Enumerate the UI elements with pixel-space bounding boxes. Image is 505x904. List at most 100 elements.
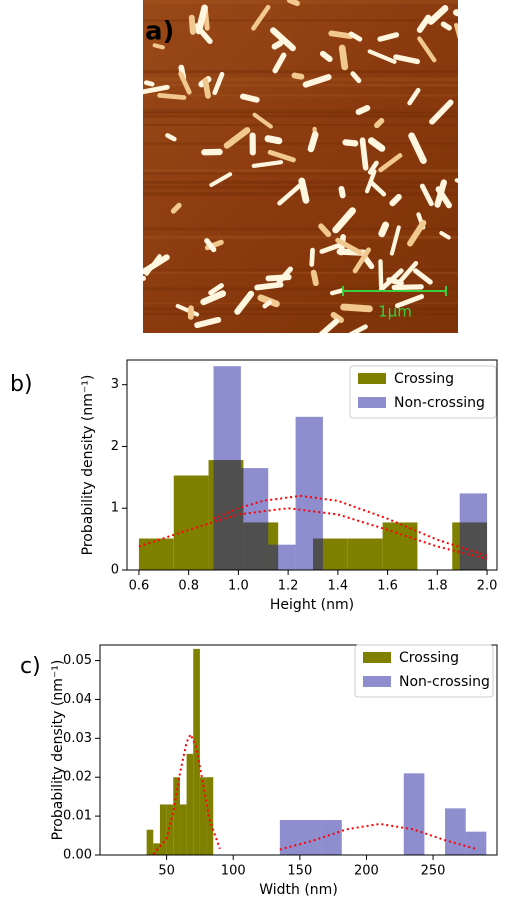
histogram-bar [180, 804, 187, 855]
afm-fiber [167, 135, 174, 139]
x-tick-label: 200 [354, 864, 379, 879]
legend-label: Crossing [399, 650, 459, 666]
afm-fiber [363, 140, 366, 167]
afm-fiber [268, 277, 288, 278]
afm-fiber [160, 95, 184, 97]
afm-fiber [382, 225, 386, 234]
legend-swatch [363, 652, 391, 663]
histogram-bar [466, 832, 487, 855]
legend-swatch [363, 676, 391, 687]
afm-fiber [243, 97, 257, 100]
afm-fiber [323, 54, 330, 59]
x-tick-label: 0.8 [178, 579, 199, 594]
y-tick-label: 0.05 [63, 653, 92, 668]
histogram-bar [300, 820, 321, 855]
afm-background [143, 0, 458, 333]
afm-fiber [345, 142, 355, 143]
panel-label: b) [10, 372, 33, 397]
afm-stripe [143, 124, 458, 126]
afm-fiber [265, 302, 270, 306]
afm-fiber [290, 0, 297, 3]
afm-stripe [143, 115, 458, 118]
afm-fiber [205, 81, 208, 96]
afm-fiber [457, 180, 472, 187]
afm-fiber [331, 33, 350, 36]
afm-fiber [268, 139, 279, 141]
afm-stripe [143, 228, 458, 230]
afm-stripe [143, 70, 458, 73]
afm-stripe [143, 192, 458, 196]
y-tick-label: 2 [111, 439, 119, 454]
histogram-bar [200, 777, 207, 855]
legend-label: Crossing [394, 371, 454, 387]
histogram-bar [445, 808, 466, 855]
afm-stripe [143, 0, 458, 4]
x-axis-label: Width (nm) [259, 882, 338, 898]
x-tick-label: 100 [221, 864, 246, 879]
afm-fiber [443, 24, 449, 28]
afm-fiber [380, 261, 381, 286]
y-tick-label: 1 [111, 501, 119, 516]
afm-stripe [143, 94, 458, 96]
histogram-bar [214, 366, 241, 570]
afm-fiber [311, 135, 315, 149]
x-tick-label: 1.6 [377, 579, 398, 594]
legend-swatch [358, 373, 386, 384]
afm-fiber [456, 12, 468, 16]
y-tick-label: 0.04 [63, 692, 92, 707]
afm-stripe [143, 143, 458, 145]
x-tick-label: 1.0 [228, 579, 249, 594]
afm-fiber [344, 307, 370, 309]
afm-fiber [359, 108, 368, 112]
afm-fiber [312, 250, 313, 264]
histogram-bar [280, 820, 301, 855]
histogram-bar [167, 804, 174, 855]
y-axis-label: Probability density (nm⁻¹) [80, 375, 96, 556]
panel-label: c) [20, 654, 41, 679]
y-tick-label: 0.01 [63, 809, 92, 824]
x-tick-label: 0.6 [129, 579, 150, 594]
y-axis-label: Probability density (nm⁻¹) [50, 660, 66, 841]
histogram-bar [296, 417, 323, 570]
afm-fiber [389, 280, 401, 283]
scale-bar-label: 1µm [378, 303, 412, 321]
x-tick-label: 1.2 [278, 579, 299, 594]
histogram-bar [207, 777, 214, 855]
panel-label: a) [145, 17, 174, 47]
histogram-bar [174, 476, 209, 571]
afm-fiber [342, 48, 345, 67]
legend-label: Non-crossing [394, 395, 485, 411]
afm-fiber [377, 121, 382, 126]
legend-swatch [358, 397, 386, 408]
afm-stripe [143, 172, 458, 175]
afm-fiber [394, 287, 421, 288]
afm-fiber [314, 273, 316, 283]
afm-fiber [275, 43, 281, 46]
y-tick-label: 0.03 [63, 731, 92, 746]
y-tick-label: 0 [111, 563, 119, 578]
x-axis-label: Height (nm) [270, 597, 354, 613]
histogram-bar [160, 804, 167, 855]
legend-label: Non-crossing [399, 674, 490, 690]
histogram-bar [187, 754, 194, 855]
afm-fiber [341, 189, 342, 195]
y-tick-label: 3 [111, 377, 119, 392]
histogram-bar [139, 539, 174, 571]
afm-fiber [302, 181, 306, 200]
afm-fiber [146, 83, 152, 84]
y-tick-label: 0.00 [63, 848, 92, 863]
x-tick-label: 1.8 [427, 579, 448, 594]
x-tick-label: 1.4 [328, 579, 349, 594]
histogram-bar [268, 545, 295, 570]
figure: a) 1µm 0.60.81.01.21.41.61.82.00123Heigh… [0, 0, 505, 900]
afm-stripe [143, 84, 458, 87]
x-tick-label: 250 [421, 864, 446, 879]
afm-stripe [143, 169, 458, 171]
afm-fiber [257, 285, 280, 288]
histogram-bar [404, 773, 425, 855]
y-tick-label: 0.02 [63, 770, 92, 785]
x-tick-label: 150 [287, 864, 312, 879]
histogram-bar [348, 539, 383, 571]
afm-stripe [143, 111, 458, 114]
afm-image [137, 0, 472, 339]
